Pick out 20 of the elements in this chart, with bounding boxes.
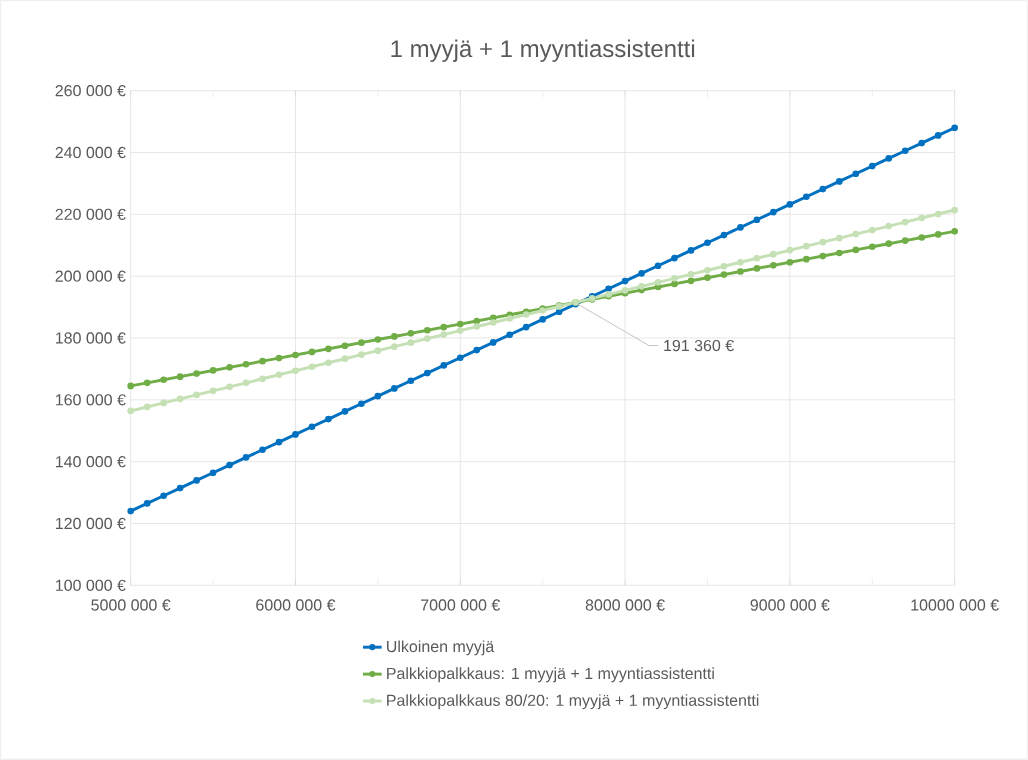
x-tick-label: 8000 000 €: [585, 599, 665, 611]
y-tick-label: 220 000 €: [55, 208, 126, 220]
y-tick-label: 100 000 €: [56, 579, 126, 591]
y-tick-label: 140 000 €: [56, 456, 126, 468]
y-tick-label: 160 000 €: [56, 394, 126, 406]
legend-label: Palkkiopalkkaus 80/20: 1 myyjä + 1 myyntiassistentti: [387, 694, 759, 710]
x-tick-label: 10000 000 €: [911, 599, 999, 611]
y-tick-label: 120 000 €: [56, 517, 126, 530]
x-tick-label: 7000 000 €: [421, 599, 501, 611]
y-tick-label: 180 000 €: [56, 332, 126, 344]
y-tick-label: 240 000 €: [55, 146, 126, 159]
x-tick-label: 9000 000 €: [750, 599, 830, 611]
chart-title: 1 myyjä + 1 myyntiassistentti: [391, 39, 695, 62]
annotation: 191 360 €: [664, 339, 734, 352]
x-tick-label: 6000 000 €: [256, 599, 336, 611]
legend-label: Palkkiopalkkaus: 1 myyjä + 1 myyntiassistentti: [387, 667, 714, 683]
x-tick-label: 5000 000 €: [91, 599, 171, 611]
y-tick-label: 200 000 €: [55, 270, 126, 282]
y-tick-label: 260 000 €: [55, 85, 126, 97]
legend-label: Ulkoinen myyjä: [387, 640, 495, 656]
